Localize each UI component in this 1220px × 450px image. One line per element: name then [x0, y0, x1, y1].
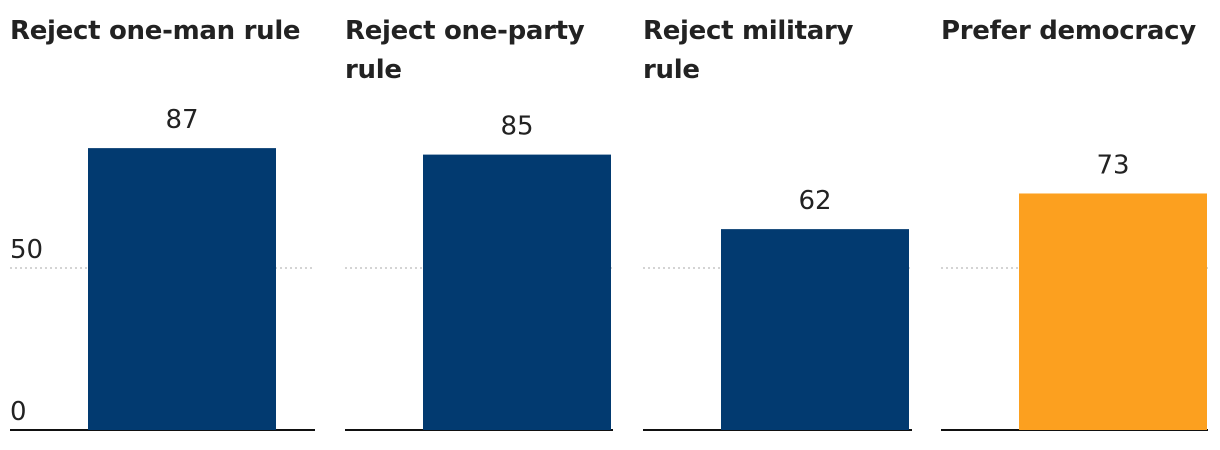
panel-title: Prefer democracy [941, 16, 1196, 46]
panel-title: Reject military rule [643, 16, 854, 85]
value-label: 73 [1096, 150, 1129, 180]
panel-plot: 0 50 87 [10, 105, 315, 431]
panel-plot: 62 [643, 186, 912, 431]
y-tick-label: 50 [10, 235, 43, 265]
panel: Reject one-man rule 0 50 87 [10, 0, 315, 450]
panel: Prefer democracy 73 [941, 0, 1208, 450]
bar [423, 154, 611, 430]
panel-title: Reject one-man rule [10, 16, 301, 46]
panel-plot: 73 [941, 150, 1208, 431]
value-label: 87 [165, 105, 198, 135]
value-label: 62 [798, 186, 831, 216]
panel-title: Reject one-party rule [345, 16, 585, 85]
panel: Reject one-party rule 85 [345, 0, 613, 450]
panel-plot: 85 [345, 112, 613, 431]
bar [88, 148, 276, 430]
panel: Reject military rule 62 [643, 0, 912, 450]
bar [721, 229, 909, 430]
bar [1019, 193, 1207, 430]
value-label: 85 [500, 112, 533, 142]
y-tick-label: 0 [10, 397, 27, 427]
